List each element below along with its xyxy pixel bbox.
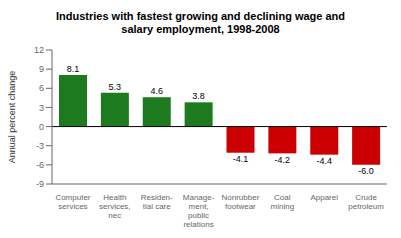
- svg-text:-9: -9: [36, 179, 44, 189]
- svg-text:-4.4: -4.4: [316, 156, 332, 166]
- svg-text:3: 3: [39, 103, 44, 113]
- svg-text:-6.0: -6.0: [358, 166, 374, 176]
- svg-text:3.8: 3.8: [192, 91, 205, 101]
- svg-text:Apparel: Apparel: [310, 193, 338, 202]
- svg-text:8.1: 8.1: [67, 64, 80, 74]
- svg-text:-3: -3: [36, 141, 44, 151]
- svg-text:-4.2: -4.2: [275, 155, 291, 165]
- svg-text:Residen-tial care: Residen-tial care: [141, 193, 173, 211]
- svg-text:12: 12: [34, 45, 44, 55]
- svg-text:Coalmining: Coalmining: [271, 193, 295, 211]
- svg-text:-4.1: -4.1: [233, 154, 249, 164]
- svg-text:Annual percent change: Annual percent change: [8, 71, 17, 164]
- svg-text:9: 9: [39, 64, 44, 74]
- svg-text:Crudepetroleum: Crudepetroleum: [348, 193, 384, 211]
- svg-text:Computerservices: Computerservices: [55, 193, 90, 211]
- svg-text:6: 6: [39, 83, 44, 93]
- svg-text:0: 0: [39, 122, 44, 132]
- svg-text:Healthservices,nec: Healthservices,nec: [99, 193, 131, 220]
- svg-text:Nonrubberfootwear: Nonrubberfootwear: [222, 193, 260, 211]
- svg-text:5.3: 5.3: [109, 82, 122, 92]
- svg-text:4.6: 4.6: [150, 86, 163, 96]
- html-text:salary employment, 1998-2008: salary employment, 1998-2008: [121, 23, 280, 35]
- html-text:Industries with fastest growin: Industries with fastest growing and decl…: [56, 10, 345, 22]
- svg-text:Manage-ment,publicrelations: Manage-ment,publicrelations: [183, 193, 215, 229]
- svg-text:-6: -6: [36, 160, 44, 170]
